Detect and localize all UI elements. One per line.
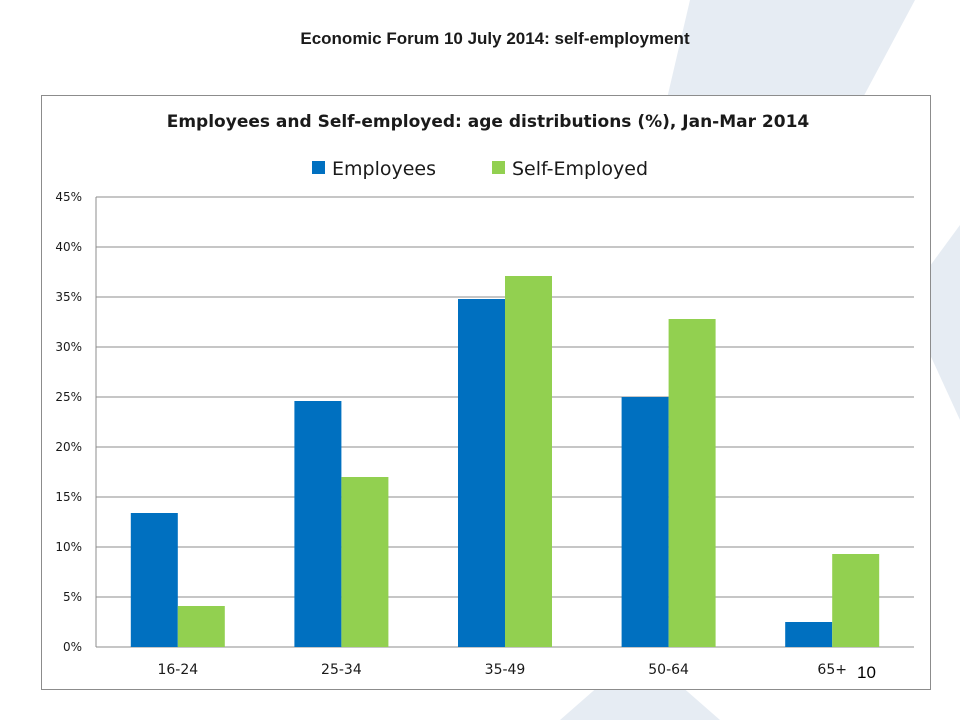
legend-swatch [312, 161, 325, 174]
bars [130, 276, 880, 647]
x-tick-label: 25-34 [321, 662, 362, 678]
x-tick-label: 35-49 [485, 662, 526, 678]
bar-self-employed-35-49 [505, 276, 552, 647]
bar-self-employed-25-34 [341, 477, 389, 647]
chart-frame: Employees and Self-employed: age distrib… [41, 95, 931, 690]
y-tick-label: 40% [55, 240, 82, 254]
chart-title: Employees and Self-employed: age distrib… [167, 112, 810, 132]
bar-employees-35-49 [458, 299, 505, 647]
legend-swatch [492, 161, 505, 174]
page-number: 10 [857, 663, 876, 682]
y-tick-label: 45% [55, 190, 82, 204]
bar-self-employed-65- [832, 554, 880, 647]
y-tick-label: 35% [55, 290, 82, 304]
x-tick-label: 65+ [817, 662, 847, 678]
y-tick-label: 15% [55, 490, 82, 504]
x-axis: 16-24 25-34 35-49 50-64 65+ [157, 662, 847, 678]
x-tick-label: 50-64 [648, 662, 689, 678]
y-axis: 0% 5% 10% 15% 20% 25% 30% 35% 40% 45% [55, 190, 97, 654]
bar-chart: Employees and Self-employed: age distrib… [55, 112, 914, 678]
slide-title: Economic Forum 10 July 2014: self-employ… [300, 29, 690, 48]
bar-employees-16-24 [130, 513, 178, 647]
y-tick-label: 20% [55, 440, 82, 454]
y-tick-label: 25% [55, 390, 82, 404]
bar-employees-65- [785, 622, 833, 647]
bar-self-employed-16-24 [177, 606, 225, 647]
chart-legend: Employees Self-Employed [312, 158, 648, 180]
bar-self-employed-50-64 [668, 319, 716, 647]
x-tick-label: 16-24 [157, 662, 198, 678]
y-tick-label: 5% [63, 590, 82, 604]
legend-label: Employees [332, 158, 436, 180]
bar-employees-50-64 [621, 397, 669, 647]
y-tick-label: 30% [55, 340, 82, 354]
y-tick-label: 10% [55, 540, 82, 554]
y-tick-label: 0% [63, 640, 82, 654]
legend-label: Self-Employed [512, 158, 648, 180]
bar-employees-25-34 [294, 401, 342, 647]
watermark-shape-right [905, 225, 960, 420]
